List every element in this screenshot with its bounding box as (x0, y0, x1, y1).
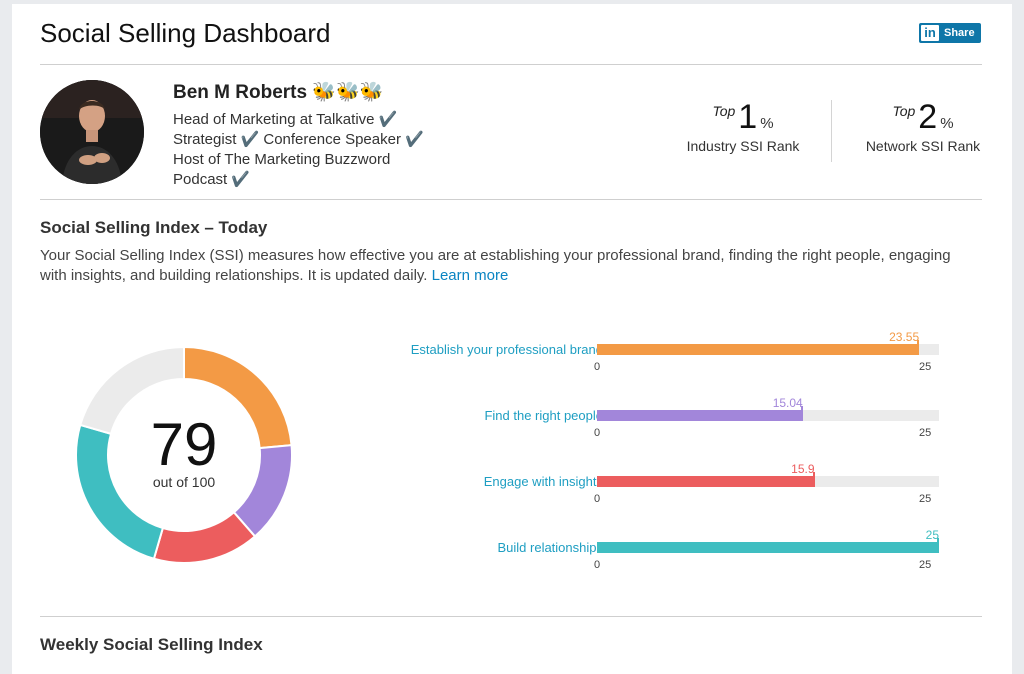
rank-percent: % (940, 115, 954, 132)
rank-label: Network SSI Rank (865, 138, 981, 154)
ssi-description: Your Social Selling Index (SSI) measures… (40, 246, 970, 286)
learn-more-link[interactable]: Learn more (431, 267, 509, 284)
bar-track: 15.9 (597, 462, 939, 487)
ssi-donut-chart (75, 345, 293, 564)
bar-value: 25 (925, 528, 939, 542)
profile-headline: Head of Marketing at Talkative ✔️ Strate… (173, 111, 424, 188)
bar-track: 23.55 (597, 330, 939, 355)
ssi-description-text: Your Social Selling Index (SSI) measures… (40, 247, 951, 284)
profile-name-text: Ben M Roberts (173, 82, 308, 103)
industry-rank: Top 1 % Industry SSI Rank (680, 100, 806, 154)
bar-row-people: Find the right people 15.04 0 25 (372, 393, 992, 449)
bar-value: 15.04 (772, 396, 803, 410)
bar-tick (937, 538, 939, 553)
bar-label[interactable]: Establish your professional brand (410, 342, 603, 357)
linkedin-logo-icon: in (921, 25, 939, 41)
ssi-score-value: 79 (150, 411, 218, 478)
bar-track: 25 (597, 528, 939, 553)
bar-tick (800, 406, 803, 421)
axis-max: 25 (919, 559, 932, 571)
bar-fill (597, 476, 815, 487)
bar-row-relationships: Build relationships 25 0 25 (372, 525, 992, 581)
bar-label[interactable]: Build relationships (497, 540, 603, 555)
axis-min: 0 (594, 493, 601, 505)
profile-name[interactable]: Ben M Roberts 🐝🐝🐝 (173, 80, 383, 104)
axis-min: 0 (594, 427, 601, 439)
avatar-photo (40, 80, 144, 184)
bar-fill (597, 542, 939, 553)
rank-value: 2 (918, 98, 938, 136)
bar-value: 15.9 (791, 462, 815, 476)
profile-divider (40, 199, 982, 200)
axis-max: 25 (919, 493, 932, 505)
rank-divider (831, 100, 832, 162)
rank-top-word: Top (712, 103, 736, 119)
bar-fill (597, 344, 920, 355)
rank-value: 1 (738, 98, 758, 136)
axis-min: 0 (594, 559, 601, 571)
axis-max: 25 (919, 427, 932, 439)
bar-row-insights: Engage with insights 15.9 0 25 (372, 459, 992, 515)
rank-percent: % (760, 115, 774, 132)
bee-emoji: 🐝🐝🐝 (312, 82, 384, 103)
bar-tick (917, 340, 920, 355)
bar-label[interactable]: Engage with insights (483, 474, 603, 489)
bar-fill (597, 410, 803, 421)
bar-value: 23.55 (889, 330, 920, 344)
bar-track: 15.04 (597, 396, 939, 421)
weekly-divider (40, 616, 982, 617)
ssi-section-title: Social Selling Index – Today (40, 218, 268, 237)
axis-min: 0 (594, 361, 601, 373)
donut-segment-insights (152, 510, 257, 564)
bar-label[interactable]: Find the right people (484, 408, 603, 423)
ssi-score: 79 out of 100 (124, 411, 244, 491)
donut-segment-remaining (79, 345, 185, 436)
ssi-score-out-of: out of 100 (152, 474, 216, 490)
bar-row-brand: Establish your professional brand 23.55 … (372, 327, 992, 383)
share-label: Share (944, 27, 975, 39)
header-divider (40, 64, 982, 65)
dashboard-page: Social Selling Dashboard in Share Ben M … (12, 4, 1012, 674)
profile-avatar[interactable] (40, 80, 144, 184)
linkedin-share-button[interactable]: in Share (919, 23, 981, 43)
axis-max: 25 (919, 361, 932, 373)
network-rank: Top 2 % Network SSI Rank (860, 100, 986, 154)
rank-label: Industry SSI Rank (686, 138, 800, 154)
page-title: Social Selling Dashboard (40, 18, 331, 48)
bar-tick (812, 472, 815, 487)
weekly-section-title: Weekly Social Selling Index (40, 635, 263, 654)
rank-top-word: Top (892, 103, 916, 119)
